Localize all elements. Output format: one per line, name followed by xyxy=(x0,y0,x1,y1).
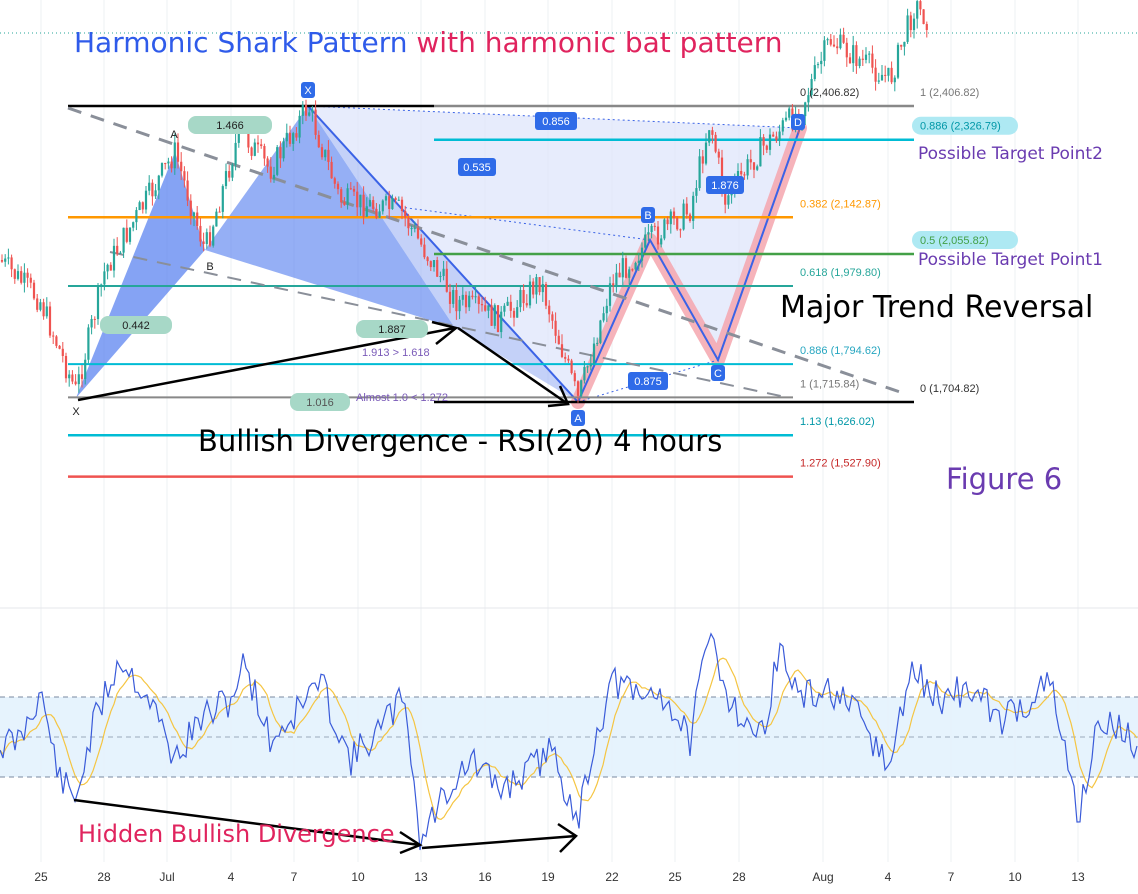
point-label: C xyxy=(714,368,722,380)
x-tick-label: 7 xyxy=(291,870,298,884)
level-label: 1.13 (1,626.02) xyxy=(800,416,875,428)
level-label-bg xyxy=(912,116,1018,135)
level-lines xyxy=(68,104,914,478)
level-label: 1 (2,406.82) xyxy=(920,87,979,99)
ratio-text: 1.466 xyxy=(216,120,244,132)
level-label: 0.886 (2,326.79) xyxy=(920,121,1001,133)
figure-label: Figure 6 xyxy=(946,462,1063,496)
x-tick-label: 10 xyxy=(351,870,365,884)
x-tick-label: 13 xyxy=(1071,870,1085,884)
bullish-divergence-text: Bullish Divergence - RSI(20) 4 hours xyxy=(198,424,723,458)
point-label: B xyxy=(206,261,213,273)
dashed-trendline-lower xyxy=(109,251,791,399)
point-badge xyxy=(791,114,805,130)
point-label: B xyxy=(644,210,651,222)
title-part2: with harmonic bat pattern xyxy=(416,26,783,59)
price-divergence-arrows xyxy=(77,320,570,408)
level-label: 0.5 (2,055.82) xyxy=(920,235,989,247)
x-tick-label: 7 xyxy=(948,870,955,884)
x-tick-label: 25 xyxy=(668,870,682,884)
point-label: X xyxy=(72,406,80,418)
point-badge xyxy=(711,365,725,381)
ratio-text: 0.442 xyxy=(122,320,150,332)
level-label: 0.382 (2,142.87) xyxy=(800,198,881,210)
x-tick-label: 4 xyxy=(885,870,892,884)
level-label: 0 (1,704.82) xyxy=(920,383,979,395)
target-point-1: Possible Target Point1 xyxy=(918,250,1103,270)
point-label: X xyxy=(304,85,312,97)
ratio-pill xyxy=(290,393,350,411)
x-tick-label: 19 xyxy=(541,870,555,884)
ac-dotted xyxy=(577,359,719,403)
level-label: 1 (1,715.84) xyxy=(800,378,859,390)
x-tick-label: 13 xyxy=(414,870,428,884)
x-tick-label: Aug xyxy=(812,870,833,884)
ratio-text: 1.876 xyxy=(711,180,739,192)
shark-triangle-xab xyxy=(76,152,205,398)
title-part1: Harmonic Shark Pattern xyxy=(74,26,408,59)
ratio-text: 0.856 xyxy=(542,116,570,128)
level-label: 1.272 (1,527.90) xyxy=(800,458,881,470)
chart-title: Harmonic Shark Pattern with harmonic bat… xyxy=(74,26,783,59)
hidden-divergence-text: Hidden Bullish Divergence xyxy=(78,820,395,848)
candles xyxy=(0,0,928,403)
level-label: 0 (2,406.82) xyxy=(800,87,859,99)
ratio-text: 0.535 xyxy=(463,162,491,174)
x-tick-label: 28 xyxy=(97,870,111,884)
x-tick-label: 10 xyxy=(1008,870,1022,884)
ratio-text: 1.913 > 1.618 xyxy=(362,347,430,359)
ratio-pill xyxy=(458,158,496,176)
x-tick-label: 4 xyxy=(228,870,235,884)
ratio-labels: 1.466 0.442 1.887 1.016 0.856 0.535 1.876 0.875… xyxy=(100,112,744,411)
x-axis: 25 28 Jul 4 7 10 13 16 19 22 25 28 Aug 4 7 10 13 xyxy=(34,870,1085,884)
point-badge xyxy=(641,207,655,223)
target-point-2: Possible Target Point2 xyxy=(918,144,1103,164)
x-tick-label: Jul xyxy=(159,870,174,884)
rsi-ma-line xyxy=(0,657,1138,821)
ratio-pill xyxy=(188,116,272,134)
point-label: A xyxy=(574,413,582,425)
rsi-divergence-arrows xyxy=(73,798,578,855)
level-label-bg xyxy=(912,231,1018,249)
x-tick-label: 16 xyxy=(478,870,492,884)
x-tick-label: 22 xyxy=(605,870,619,884)
dashed-trendline-down xyxy=(67,106,901,394)
b-dotted xyxy=(399,206,651,241)
point-badge xyxy=(571,410,585,426)
x-tick-label: 28 xyxy=(732,870,746,884)
major-trend-text: Major Trend Reversal xyxy=(780,290,1094,325)
pattern-points: X A B C D A B X xyxy=(72,82,805,426)
x-tick-label: 25 xyxy=(34,870,48,884)
level-label: 0.886 (1,794.62) xyxy=(800,345,881,357)
ratio-pill xyxy=(535,112,577,130)
ratio-text: 1.016 xyxy=(306,397,334,409)
bat-blue-path xyxy=(577,127,801,403)
ratio-pill xyxy=(356,320,428,338)
rsi-line xyxy=(0,632,1138,851)
ratio-pill xyxy=(100,316,172,334)
ratio-text: 1.887 xyxy=(378,324,406,336)
ratio-text: Almost 1.0 < 1.272 xyxy=(356,392,448,404)
point-badge xyxy=(301,82,315,98)
level-label: 0.618 (1,979.80) xyxy=(800,267,881,279)
ratio-pill xyxy=(628,372,668,390)
point-label: A xyxy=(170,129,178,141)
ratio-text: 0.875 xyxy=(634,376,662,388)
point-label: D xyxy=(794,117,802,129)
ratio-pill xyxy=(706,176,744,194)
fib-level-labels: 0 (2,406.82) 1 (2,406.82) 0.886 (2,326.79)… xyxy=(800,87,1018,470)
